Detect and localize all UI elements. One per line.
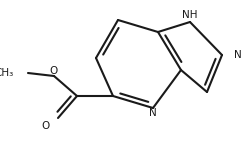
Text: CH₃: CH₃ [0, 68, 14, 78]
Text: O: O [42, 121, 50, 131]
Text: N: N [149, 108, 157, 118]
Text: NH: NH [182, 10, 198, 20]
Text: O: O [50, 66, 58, 76]
Text: N: N [234, 50, 242, 60]
